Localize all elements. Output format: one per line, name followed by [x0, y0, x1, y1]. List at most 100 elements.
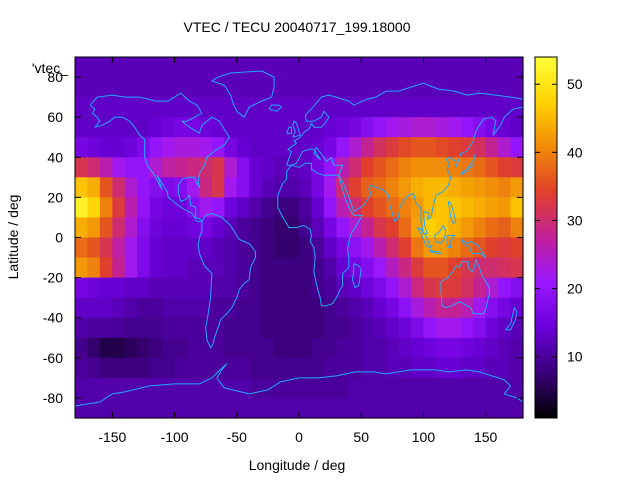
chart-title: VTEC / TECU 20040717_199.18000	[183, 19, 410, 35]
heatmap-cell	[485, 57, 499, 78]
heatmap-cell	[460, 197, 474, 219]
heatmap-cell	[348, 117, 362, 138]
heatmap-cell	[187, 237, 201, 259]
y-tick-label: 0	[55, 230, 63, 246]
heatmap-cell	[149, 317, 163, 339]
heatmap-cell	[323, 57, 337, 78]
heatmap-cell	[236, 297, 250, 319]
heatmap-cell	[174, 77, 188, 98]
colorbar-strip	[535, 132, 557, 136]
heatmap-cell	[124, 217, 138, 239]
heatmap-cell	[149, 137, 163, 158]
heatmap-cell	[112, 297, 126, 319]
coastline	[277, 162, 363, 307]
heatmap-cell	[199, 197, 213, 219]
heatmap-cell	[498, 397, 512, 419]
heatmap-cell	[373, 237, 387, 259]
heatmap-cell	[75, 277, 89, 299]
heatmap-cell	[311, 57, 325, 78]
heatmap-cell	[112, 97, 126, 118]
y-tick-label: -20	[43, 270, 63, 286]
heatmap-cell	[261, 357, 275, 379]
heatmap-cell	[448, 77, 462, 98]
colorbar-frame	[534, 56, 558, 419]
heatmap-cell	[510, 237, 524, 259]
heatmap-cell	[261, 297, 275, 319]
colorbar-strip	[535, 252, 557, 257]
heatmap-cell	[137, 337, 151, 359]
heatmap-cell	[112, 277, 126, 299]
heatmap-cell	[448, 237, 462, 259]
heatmap-cell	[99, 217, 113, 239]
heatmap-cell	[99, 397, 113, 419]
heatmap-cell	[460, 117, 474, 138]
heatmap-cell	[336, 377, 350, 399]
heatmap-cell	[435, 357, 449, 379]
heatmap-cell	[411, 317, 425, 339]
y-axis-ticks: -80 -60 -40 -20 0 20 40 60 80	[43, 69, 523, 406]
heatmap-cell	[299, 97, 313, 118]
colorbar-strip	[535, 171, 557, 175]
coastline	[211, 70, 275, 118]
colorbar-strip	[535, 321, 557, 326]
heatmap-cell	[398, 137, 412, 158]
heatmap-cell	[211, 177, 225, 198]
heatmap-cell	[112, 137, 126, 158]
colorbar-strip	[535, 327, 557, 332]
x-tick-label: 100	[412, 429, 436, 445]
heatmap-cell	[99, 177, 113, 198]
heatmap-cell	[510, 57, 524, 78]
heatmap-cell	[199, 77, 213, 98]
heatmap-cell	[211, 57, 225, 78]
heatmap-cell	[485, 197, 499, 219]
heatmap-cell	[174, 257, 188, 279]
heatmap-cell	[460, 317, 474, 339]
x-tick-label: -50	[227, 429, 247, 445]
heatmap-cell	[87, 257, 101, 279]
heatmap-cell	[411, 257, 425, 279]
heatmap-cell	[274, 77, 288, 98]
heatmap-cell	[99, 57, 113, 78]
coastline	[89, 92, 230, 222]
heatmap-cell	[187, 317, 201, 339]
heatmap-cell	[348, 357, 362, 379]
heatmap-cell	[348, 337, 362, 359]
heatmap-cell	[498, 77, 512, 98]
colorbar-strip	[535, 411, 557, 416]
heatmap-cell	[448, 337, 462, 359]
heatmap-cell	[249, 197, 263, 219]
colorbar-strip	[535, 147, 557, 151]
colorbar-strip	[535, 75, 557, 79]
heatmap-cell	[112, 117, 126, 138]
heatmap-cell	[323, 277, 337, 299]
heatmap-cell	[187, 397, 201, 419]
heatmap-cell	[249, 257, 263, 279]
heatmap-cell	[75, 157, 89, 178]
heatmap-cell	[261, 177, 275, 198]
heatmap-cell	[211, 237, 225, 259]
heatmap-cell	[162, 137, 176, 158]
colorbar	[535, 57, 557, 419]
heatmap-cell	[162, 337, 176, 359]
heatmap-cell	[162, 277, 176, 299]
heatmap-cell	[261, 97, 275, 118]
heatmap-cell	[75, 217, 89, 239]
heatmap-cell	[211, 157, 225, 178]
heatmap-cell	[75, 177, 89, 198]
coastline	[429, 249, 442, 254]
heatmap-cell	[99, 297, 113, 319]
heatmap-cell	[187, 357, 201, 379]
heatmap-cell	[199, 137, 213, 158]
heatmap-cell	[274, 357, 288, 379]
heatmap-cell	[386, 157, 400, 178]
heatmap-cell	[336, 397, 350, 419]
x-axis-ticks: -150 -100 -50 0 50 100 150	[98, 57, 498, 445]
heatmap-cell	[274, 57, 288, 78]
heatmap-cell	[373, 117, 387, 138]
colorbar-strip	[535, 87, 557, 91]
heatmap-cell	[473, 297, 487, 319]
heatmap-cell	[87, 197, 101, 219]
heatmap-cell	[498, 237, 512, 259]
heatmap-cell	[323, 177, 337, 198]
heatmap-cell	[261, 337, 275, 359]
